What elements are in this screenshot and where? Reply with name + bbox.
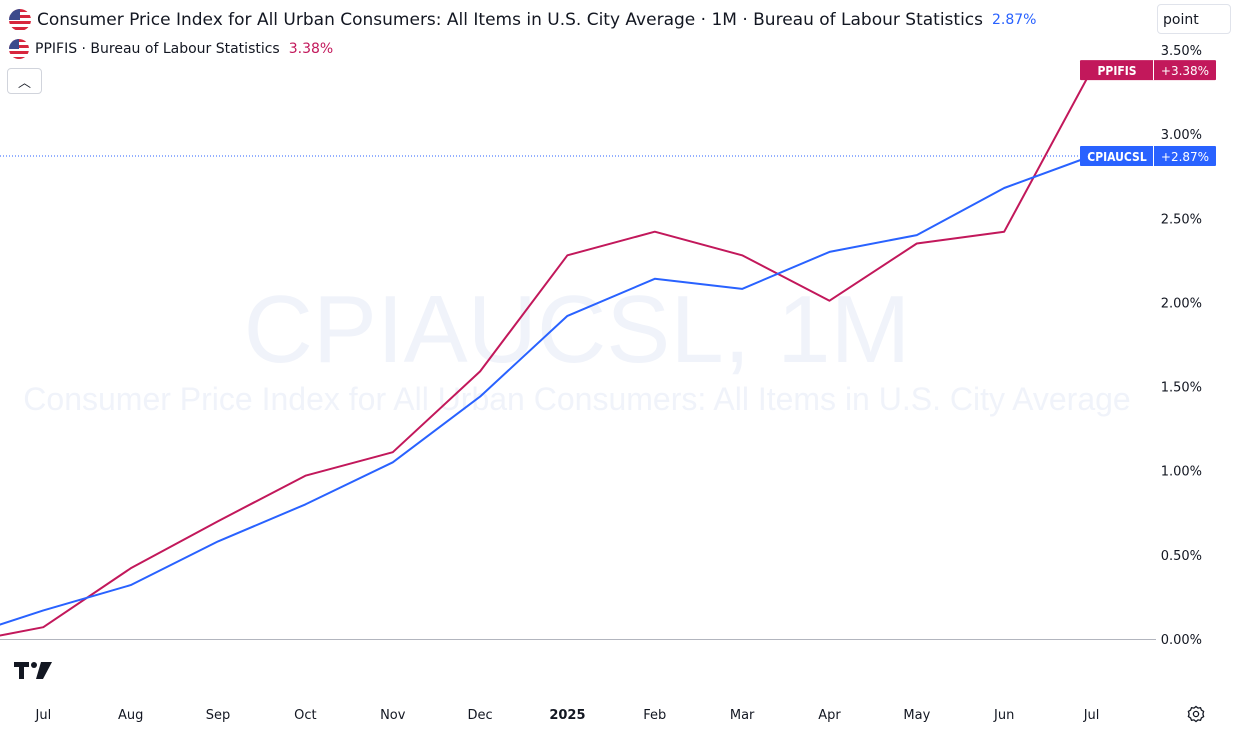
chevron-up-icon: ︿ [17,75,31,91]
x-tick-label: Aug [118,708,143,723]
settings-icon[interactable] [1186,704,1206,728]
x-tick-label: 2025 [549,708,585,723]
legend-series-1-value: 2.87% [992,12,1037,28]
watermark-symbol: CPIAUCSL, 1M [244,276,911,383]
series-line-ppifis[interactable] [0,69,1093,644]
series-line-cpiaucsl[interactable] [0,155,1092,639]
price-label-cpiaucsl: CPIAUCSL +2.87% [1080,145,1216,166]
y-tick-label: 2.00% [1161,296,1202,311]
price-label-value: +3.38% [1161,64,1209,78]
watermark-description: Consumer Price Index for All Urban Consu… [23,381,1130,417]
price-label-name: CPIAUCSL [1087,150,1147,164]
y-tick-label: 1.50% [1161,381,1202,396]
legend-series-1[interactable]: Consumer Price Index for All Urban Consu… [9,9,1036,31]
y-tick-label: 0.50% [1161,549,1202,564]
legend-series-2[interactable]: PPIFIS · Bureau of Labour Statistics 3.3… [9,39,333,59]
x-tick-label: May [903,708,930,723]
x-tick-label: Oct [294,708,316,723]
x-tick-label: Feb [643,708,666,723]
price-label-value: +2.87% [1161,150,1209,164]
x-tick-label: Dec [468,708,493,723]
y-tick-label: 1.00% [1161,465,1202,480]
y-tick-label: 2.50% [1161,212,1202,227]
x-tick-label: Apr [818,708,841,723]
us-flag-icon [9,39,29,59]
y-tick-label: 3.00% [1161,128,1202,143]
tradingview-logo[interactable] [12,659,54,685]
y-tick-label: 3.50% [1161,44,1202,59]
legend-series-1-title: Consumer Price Index for All Urban Consu… [37,10,983,30]
x-tick-label: Nov [380,708,406,723]
x-tick-label: Jul [35,708,52,723]
scale-mode-select[interactable]: point [1157,4,1231,34]
price-label-ppifis: PPIFIS +3.38% [1080,60,1216,81]
x-tick-label: Mar [730,708,755,723]
us-flag-icon [9,9,31,31]
price-label-name: PPIFIS [1098,64,1137,78]
collapse-legend-button[interactable]: ︿ [7,68,42,94]
y-tick-label: 0.00% [1161,633,1202,648]
legend-series-2-value: 3.38% [288,41,334,57]
x-tick-label: Jul [1083,708,1100,723]
legend-series-2-title: PPIFIS · Bureau of Labour Statistics [35,41,280,57]
x-tick-label: Sep [206,708,231,723]
x-tick-label: Jun [993,708,1014,723]
